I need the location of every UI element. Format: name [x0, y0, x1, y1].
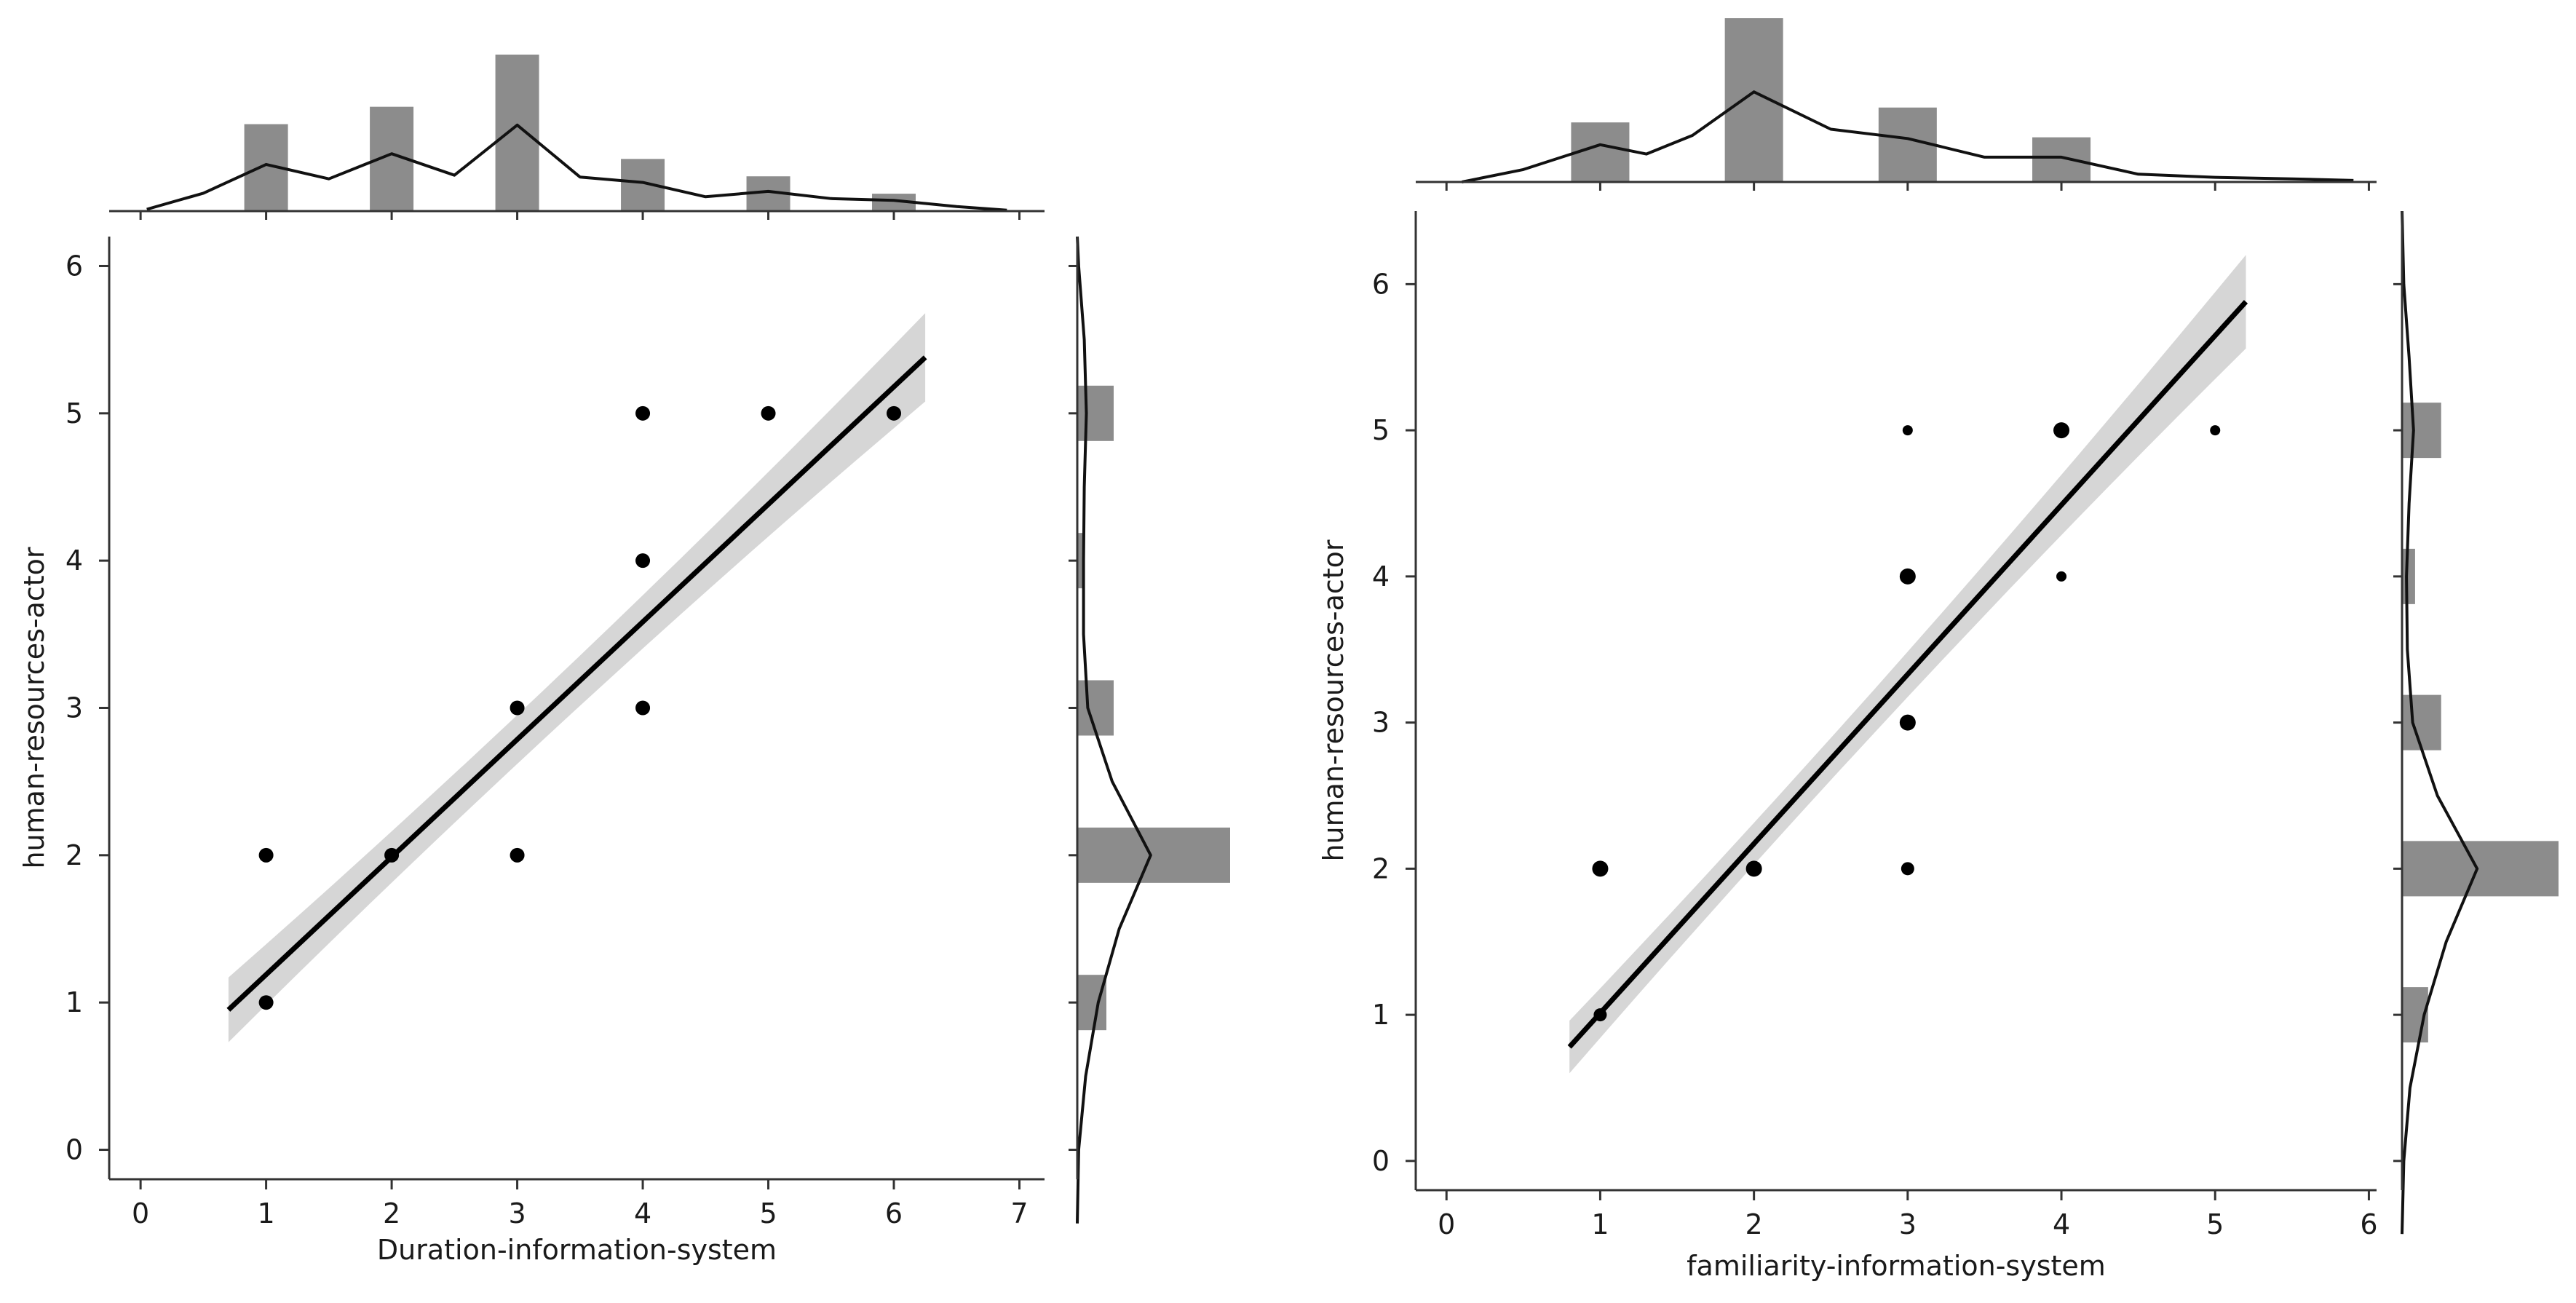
x-histogram-bar — [2032, 137, 2091, 182]
y-kde-curve — [1076, 236, 1152, 1224]
axes-lines — [1406, 181, 2403, 1200]
x-tick-label: 0 — [132, 1197, 149, 1229]
y-tick-label: 4 — [66, 544, 83, 577]
x-tick-label: 6 — [885, 1197, 903, 1229]
y-histogram-bar — [2402, 403, 2441, 459]
scatter-point — [761, 405, 776, 421]
x-tick-label: 6 — [2360, 1208, 2377, 1240]
scatter-point — [635, 405, 651, 421]
y-tick-label: 3 — [66, 692, 83, 724]
scatter-point — [2056, 571, 2067, 582]
y-histogram-bar — [1077, 385, 1114, 441]
y-tick-label: 2 — [66, 839, 83, 871]
scatter-point — [2053, 422, 2070, 439]
jointplot-left: 0 1 2 3 4 5 6 7 0 1 2 3 4 5 6 Duration-information-sy… — [18, 55, 1230, 1266]
scatter-point — [510, 700, 525, 716]
y-histogram-bar — [2402, 694, 2441, 750]
scatter-point — [887, 405, 902, 421]
y-tick-label: 0 — [66, 1134, 83, 1166]
y-tick-label: 5 — [1372, 414, 1390, 446]
x-histogram-bar — [872, 194, 916, 211]
scatter-points — [1592, 422, 2221, 1022]
y-histogram-bar — [2402, 841, 2559, 897]
y-marginal-histogram — [2401, 210, 2559, 1235]
y-tick-label: 2 — [1372, 852, 1390, 884]
x-tick-label: 0 — [1438, 1208, 1455, 1240]
scatter-point — [2210, 425, 2221, 436]
confidence-band-area — [228, 313, 926, 1042]
scatter-point — [510, 847, 525, 863]
x-tick-label: 1 — [258, 1197, 275, 1229]
regression-line-path — [226, 355, 927, 1012]
x-tick-label: 3 — [508, 1197, 526, 1229]
y-tick-labels: 0 1 2 3 4 5 6 — [66, 250, 83, 1165]
x-histogram-bar — [1724, 18, 1783, 182]
y-axis-label: human-resources-actor — [18, 547, 50, 868]
x-tick-labels: 0 1 2 3 4 5 6 — [1438, 1208, 2377, 1240]
scatter-point — [1899, 568, 1916, 585]
y-kde-curve — [2401, 210, 2479, 1235]
scatter-point — [1592, 860, 1609, 877]
y-tick-label: 1 — [1372, 999, 1390, 1031]
y-tick-label: 1 — [66, 986, 83, 1018]
axes-lines — [99, 210, 1079, 1189]
scatter-point — [258, 847, 274, 863]
y-tick-labels: 0 1 2 3 4 5 6 — [1372, 268, 1390, 1176]
y-histogram-bar — [1077, 975, 1106, 1031]
y-axis-label: human-resources-actor — [1317, 539, 1350, 861]
x-axis-label: familiarity-information-system — [1687, 1250, 2106, 1282]
x-marginal-histogram — [1462, 18, 2354, 183]
x-tick-label: 4 — [634, 1197, 651, 1229]
x-axis-label: Duration-information-system — [377, 1234, 777, 1266]
x-tick-label: 2 — [1745, 1208, 1763, 1240]
x-tick-label: 4 — [2053, 1208, 2070, 1240]
x-tick-label: 7 — [1010, 1197, 1028, 1229]
x-histogram-bar — [1878, 107, 1937, 182]
scatter-point — [1902, 425, 1913, 436]
x-kde-curve — [146, 123, 1007, 212]
scatter-point — [258, 995, 274, 1010]
y-tick-label: 4 — [1372, 561, 1390, 593]
scatter-point — [1745, 860, 1762, 877]
y-histogram-bar — [1077, 827, 1230, 883]
x-kde-curve — [1462, 90, 2354, 183]
scatter-point — [1899, 714, 1916, 731]
x-tick-labels: 0 1 2 3 4 5 6 7 — [132, 1197, 1029, 1229]
x-tick-label: 5 — [759, 1197, 777, 1229]
y-tick-label: 6 — [66, 250, 83, 282]
x-tick-label: 1 — [1591, 1208, 1609, 1240]
confidence-band — [1569, 255, 2246, 1074]
y-tick-label: 5 — [66, 397, 83, 429]
x-tick-label: 2 — [383, 1197, 400, 1229]
x-tick-label: 5 — [2206, 1208, 2224, 1240]
confidence-band-area — [1569, 255, 2246, 1074]
x-histogram-bar — [495, 55, 539, 211]
scatter-point — [635, 553, 651, 569]
y-tick-label: 3 — [1372, 707, 1390, 739]
regression-line — [1567, 300, 2248, 1049]
y-histogram-bar — [1077, 680, 1114, 736]
regression-line-path — [1567, 300, 2248, 1049]
x-marginal-histogram — [146, 55, 1007, 212]
scatter-points — [258, 405, 902, 1010]
jointplot-right: 0 1 2 3 4 5 6 0 1 2 3 4 5 6 familiarity-information-… — [1317, 18, 2559, 1282]
regression-line — [226, 355, 927, 1012]
y-histogram-bar — [1077, 533, 1085, 589]
scatter-point — [635, 700, 651, 716]
confidence-band — [228, 313, 926, 1042]
x-tick-label: 3 — [1899, 1208, 1917, 1240]
y-tick-label: 6 — [1372, 268, 1390, 300]
scatter-point — [1901, 862, 1914, 876]
y-tick-label: 0 — [1372, 1145, 1390, 1177]
y-marginal-histogram — [1076, 236, 1230, 1224]
